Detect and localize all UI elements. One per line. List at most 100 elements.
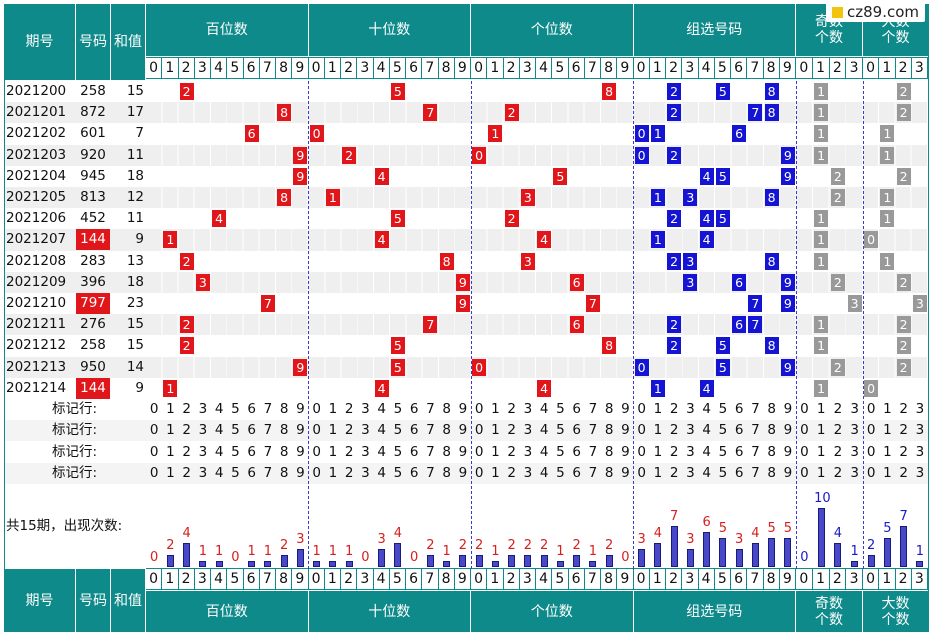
footer-digit-group-1: 1 xyxy=(649,569,665,589)
count-label-hundred: 2 xyxy=(166,538,175,554)
hit-group: 8 xyxy=(764,104,779,122)
row-cells-odd xyxy=(796,293,863,315)
hit-group: 5 xyxy=(715,337,730,355)
row-cells-group xyxy=(633,356,796,378)
header-digit-group-8: 8 xyxy=(763,58,779,78)
row-number: 258 xyxy=(80,83,106,99)
count-bar-odd xyxy=(817,508,825,567)
hit-odd-count: 2 xyxy=(830,189,845,206)
footer-digit-ten-3: 3 xyxy=(357,569,373,589)
footer-digit-group-3: 3 xyxy=(682,569,698,589)
marker-digit-unit-9: 9 xyxy=(621,422,630,439)
row-cells-big xyxy=(863,293,928,315)
marker-digit-big-0: 0 xyxy=(866,401,876,417)
row-sum: 11 xyxy=(126,146,144,163)
marker-digit-odd-0: 0 xyxy=(800,443,809,460)
hit-unit: 0 xyxy=(472,358,487,376)
hit-hundred: 8 xyxy=(277,189,292,206)
marker-row-bg xyxy=(4,399,928,420)
footer-group-odd: 奇数 个数 xyxy=(796,591,862,632)
marker-digit-hundred-1: 1 xyxy=(166,464,175,481)
row-number: 452 xyxy=(80,210,106,227)
count-bar-ten xyxy=(394,543,402,567)
hit-big-count: 1 xyxy=(880,189,895,206)
footer-digit-hundred-3: 3 xyxy=(194,569,210,589)
marker-digit-hundred-9: 9 xyxy=(296,464,305,481)
footer-digit-hundred-2: 2 xyxy=(178,569,194,589)
count-bar-group xyxy=(670,525,678,567)
hit-hundred: 1 xyxy=(163,379,178,397)
row-cells-big xyxy=(863,335,928,357)
count-bar-hundred xyxy=(215,561,223,567)
marker-digit-group-2: 2 xyxy=(669,422,679,439)
count-bar-unit xyxy=(491,561,499,567)
row-cells-unit xyxy=(471,229,634,251)
marker-digit-unit-3: 3 xyxy=(523,464,533,481)
marker-digit-ten-8: 8 xyxy=(442,422,451,439)
hit-group: 2 xyxy=(667,337,682,355)
marker-digit-hundred-3: 3 xyxy=(198,443,208,460)
marker-digit-unit-5: 5 xyxy=(556,464,565,481)
row-period: 2021201 xyxy=(6,104,67,121)
row-cells-ten xyxy=(308,229,471,251)
hit-unit: 2 xyxy=(504,104,519,122)
row-cells-ten xyxy=(308,250,471,272)
row-period: 2021212 xyxy=(6,337,67,354)
marker-digit-odd-0: 0 xyxy=(800,464,809,481)
marker-digit-unit-9: 9 xyxy=(621,443,630,460)
count-bar-group xyxy=(768,537,776,567)
marker-digit-ten-0: 0 xyxy=(312,464,321,481)
marker-digit-big-0: 0 xyxy=(866,443,876,460)
header-digit-group-7: 7 xyxy=(747,58,763,78)
header-digit-ten-8: 8 xyxy=(438,58,454,78)
header-digit-hundred-4: 4 xyxy=(211,58,227,78)
hit-odd-count: 1 xyxy=(814,337,829,355)
marker-digit-ten-4: 4 xyxy=(377,464,386,481)
row-period: 2021205 xyxy=(6,189,67,205)
marker-digit-group-5: 5 xyxy=(718,464,728,481)
hit-ten: 2 xyxy=(342,146,357,164)
marker-digit-group-1: 1 xyxy=(653,401,663,417)
marker-digit-group-3: 3 xyxy=(686,464,695,481)
marker-digit-odd-0: 0 xyxy=(800,401,809,417)
marker-digit-group-4: 4 xyxy=(702,443,711,460)
marker-digit-unit-3: 3 xyxy=(523,401,533,417)
footer-digit-unit-0: 0 xyxy=(471,569,487,589)
row-cells-hundred xyxy=(146,293,309,315)
header-digit-group-6: 6 xyxy=(731,58,747,78)
marker-digit-big-0: 0 xyxy=(866,422,876,439)
count-label-odd: 1 xyxy=(850,544,859,560)
count-label-ten: 1 xyxy=(344,544,354,560)
count-label-unit: 2 xyxy=(539,538,549,554)
hit-hundred: 7 xyxy=(260,295,275,312)
count-label-ten: 4 xyxy=(393,526,403,542)
header-digit-hundred-3: 3 xyxy=(194,58,210,78)
count-label-hundred: 0 xyxy=(149,550,159,565)
count-label-hundred: 3 xyxy=(296,532,305,548)
marker-digit-unit-6: 6 xyxy=(572,401,581,417)
marker-digit-unit-7: 7 xyxy=(588,443,598,460)
footer-digit-unit-2: 2 xyxy=(503,569,519,589)
hit-group: 4 xyxy=(699,379,714,397)
marker-digit-ten-9: 9 xyxy=(458,464,468,481)
marker-digit-group-0: 0 xyxy=(637,443,646,460)
hit-ten: 9 xyxy=(455,295,470,312)
count-bar-hundred xyxy=(248,561,256,567)
hit-odd-count: 2 xyxy=(830,167,845,185)
row-cells-group xyxy=(633,377,796,399)
marker-digit-hundred-7: 7 xyxy=(263,464,273,481)
hit-ten: 5 xyxy=(390,83,405,100)
hit-group: 2 xyxy=(667,83,682,100)
row-sum: 12 xyxy=(126,189,144,205)
row-period: 2021207 xyxy=(6,231,67,248)
row-number: 920 xyxy=(80,146,106,163)
hit-odd-count: 1 xyxy=(814,231,829,249)
hit-group: 5 xyxy=(715,167,730,185)
footer-digit-group-9: 9 xyxy=(779,569,795,589)
row-number: 396 xyxy=(80,273,106,290)
hit-group: 8 xyxy=(764,252,779,270)
marker-digit-hundred-3: 3 xyxy=(198,422,208,439)
marker-digit-odd-2: 2 xyxy=(833,401,843,417)
hit-big-count: 2 xyxy=(896,83,911,100)
row-sum: 7 xyxy=(135,125,144,142)
